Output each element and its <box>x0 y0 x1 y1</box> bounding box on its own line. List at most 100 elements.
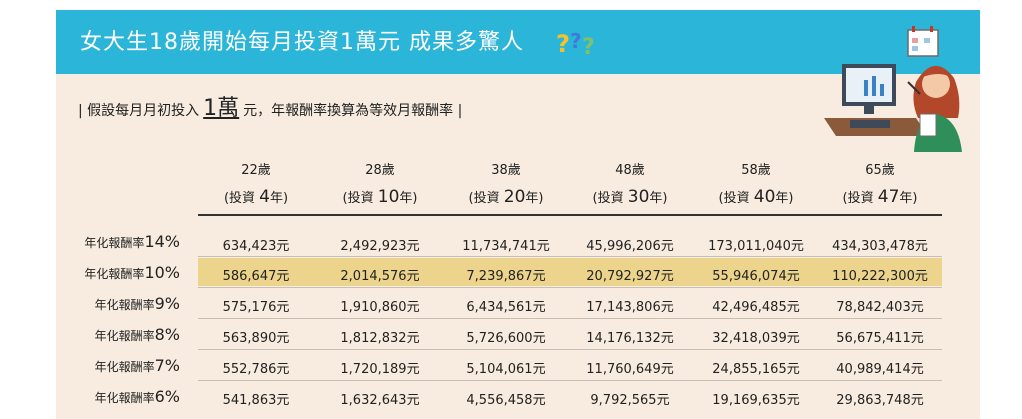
subtitle-prefix: | 假設每月月初投入 <box>78 103 200 119</box>
rate-label: 年化報酬率 <box>94 329 155 343</box>
years-suffix: 年) <box>399 191 418 206</box>
row-divider <box>198 256 942 257</box>
subtitle: | 假設每月月初投入 1萬 元，年報酬率換算為等效月報酬率 | <box>78 90 462 122</box>
row-label: 年化報酬率14% <box>50 232 180 251</box>
years-value: 4 <box>259 187 270 207</box>
column-age: 38歲 <box>491 163 521 178</box>
table-cell: 586,647元 <box>222 269 290 284</box>
subtitle-suffix: 元，年報酬率換算為等效月報酬率 | <box>243 103 463 119</box>
column-years: (投資 20年) <box>446 184 566 212</box>
column-header-48: 48歲 (投資 30年) <box>570 158 690 212</box>
column-header-28: 28歲 (投資 10年) <box>320 158 440 212</box>
table-cell: 24,855,165元 <box>712 362 800 377</box>
years-value: 30 <box>627 187 650 207</box>
table-cell: 20,792,927元 <box>586 269 674 284</box>
table-cell: 11,734,741元 <box>462 239 550 254</box>
table-cell: 173,011,040元 <box>708 239 804 254</box>
header-divider <box>198 214 942 216</box>
rate-value: 8% <box>154 325 180 344</box>
column-age: 65歲 <box>865 163 895 178</box>
svg-text:?: ? <box>582 35 595 60</box>
rate-value: 10% <box>144 263 180 282</box>
row-divider <box>198 349 942 350</box>
table-cell: 110,222,300元 <box>832 269 928 284</box>
column-header-65: 65歲 (投資 47年) <box>820 158 940 212</box>
column-header-22: 22歲 (投資 4年) <box>196 158 316 212</box>
years-value: 47 <box>877 187 900 207</box>
years-suffix: 年) <box>775 191 794 206</box>
table-cell: 552,786元 <box>222 362 290 377</box>
table-cell: 2,492,923元 <box>340 239 420 254</box>
rate-label: 年化報酬率 <box>84 236 145 250</box>
column-years: (投資 4年) <box>196 184 316 212</box>
highlighted-row <box>198 258 942 286</box>
table-cell: 55,946,074元 <box>712 269 800 284</box>
years-prefix: (投資 <box>842 191 874 206</box>
table-cell: 29,863,748元 <box>836 393 924 408</box>
row-label: 年化報酬率6% <box>50 387 180 406</box>
table-cell: 541,863元 <box>222 393 290 408</box>
row-label: 年化報酬率8% <box>50 325 180 344</box>
table-cell: 42,496,485元 <box>712 300 800 315</box>
table-cell: 634,423元 <box>222 239 290 254</box>
table-cell: 6,434,561元 <box>466 300 546 315</box>
years-suffix: 年) <box>269 191 289 206</box>
years-prefix: (投資 <box>223 191 256 206</box>
table-cell: 9,792,565元 <box>590 393 670 408</box>
row-label: 年化報酬率9% <box>50 294 180 313</box>
years-value: 40 <box>753 187 776 207</box>
table-cell: 1,720,189元 <box>340 362 420 377</box>
years-prefix: (投資 <box>592 191 624 206</box>
column-years: (投資 47年) <box>820 184 940 212</box>
rate-value: 7% <box>154 356 180 375</box>
table-cell: 17,143,806元 <box>586 300 674 315</box>
column-years: (投資 10年) <box>320 184 440 212</box>
table-cell: 14,176,132元 <box>586 331 674 346</box>
page-title: 女大生18歲開始每月投資1萬元 成果多驚人 <box>80 30 524 55</box>
rate-label: 年化報酬率 <box>84 267 145 281</box>
years-prefix: (投資 <box>342 191 374 206</box>
table-cell: 78,842,403元 <box>836 300 924 315</box>
years-value: 20 <box>503 187 526 207</box>
table-cell: 40,989,414元 <box>836 362 924 377</box>
column-years: (投資 40年) <box>696 184 816 212</box>
years-suffix: 年) <box>649 191 668 206</box>
table-cell: 4,556,458元 <box>466 393 546 408</box>
title-banner <box>56 10 980 74</box>
table-cell: 1,632,643元 <box>340 393 420 408</box>
woman-at-computer-illustration <box>824 26 962 152</box>
table-cell: 11,760,649元 <box>586 362 674 377</box>
row-divider <box>198 318 942 319</box>
question-marks-icon: ? ? ? <box>556 29 595 60</box>
row-label: 年化報酬率10% <box>50 263 180 282</box>
rate-value: 9% <box>154 294 180 313</box>
table-cell: 575,176元 <box>222 300 290 315</box>
row-divider <box>198 380 942 381</box>
row-label: 年化報酬率7% <box>50 356 180 375</box>
rate-value: 14% <box>144 232 180 251</box>
column-years: (投資 30年) <box>570 184 690 212</box>
table-cell: 563,890元 <box>222 331 290 346</box>
rate-label: 年化報酬率 <box>94 298 155 312</box>
row-divider <box>198 287 942 288</box>
years-prefix: (投資 <box>468 191 500 206</box>
years-value: 10 <box>377 187 400 207</box>
svg-text:?: ? <box>570 29 582 53</box>
subtitle-amount: 1萬 <box>203 96 240 121</box>
table-cell: 2,014,576元 <box>340 269 420 284</box>
rate-value: 6% <box>154 387 180 406</box>
svg-text:?: ? <box>556 30 570 58</box>
table-cell: 5,726,600元 <box>466 331 546 346</box>
column-age: 28歲 <box>365 163 395 178</box>
rate-label: 年化報酬率 <box>94 391 155 405</box>
column-age: 58歲 <box>741 163 771 178</box>
column-header-38: 38歲 (投資 20年) <box>446 158 566 212</box>
table-cell: 1,812,832元 <box>340 331 420 346</box>
column-age: 22歲 <box>241 163 271 178</box>
years-suffix: 年) <box>525 191 544 206</box>
rate-label: 年化報酬率 <box>94 360 155 374</box>
years-prefix: (投資 <box>718 191 750 206</box>
column-age: 48歲 <box>615 163 645 178</box>
table-cell: 32,418,039元 <box>712 331 800 346</box>
table-cell: 56,675,411元 <box>836 331 924 346</box>
